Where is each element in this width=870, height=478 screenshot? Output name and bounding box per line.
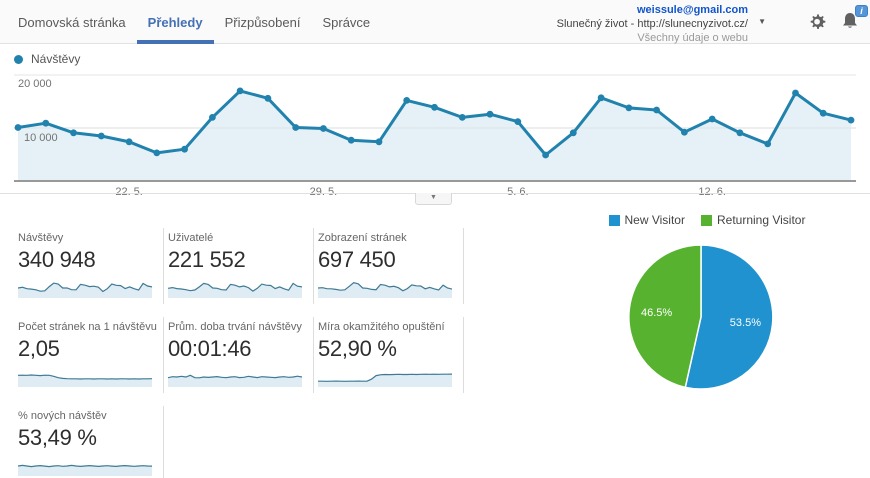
new-visitor-swatch-icon [608,214,620,226]
metric-card-users[interactable]: Uživatelé 221 552 [164,228,314,304]
metric-card-avg-duration[interactable]: Prům. doba trvání návštěvy 00:01:46 [164,317,314,393]
svg-text:12. 6.: 12. 6. [698,186,726,196]
notifications-bell-icon[interactable] [840,11,860,32]
collapse-chart-handle[interactable]: ▼ [415,193,452,205]
metric-card-bounce-rate[interactable]: Míra okamžitého opuštění 52,90 % [314,317,464,393]
svg-text:53.5%: 53.5% [730,317,761,329]
sparkline-chart [318,282,452,298]
metric-card-visits[interactable]: Návštěvy 340 948 [14,228,164,304]
account-info-block: weissule@gmail.com Slunečný život - http… [557,4,748,44]
svg-text:46.5%: 46.5% [641,307,672,319]
nav-item-customization[interactable]: Přizpůsobení [224,15,301,30]
account-view-label: Všechny údaje o webu [637,32,748,44]
sparkline-chart [18,464,152,476]
pie-legend-label: Returning Visitor [716,213,806,227]
metric-value: 697 450 [318,247,396,272]
metric-value: 2,05 [18,336,60,361]
metric-label: Míra okamžitého opuštění [318,321,445,333]
pie-legend-label: New Visitor [624,213,685,227]
visitor-type-pie-chart: 53.5% 46.5% [628,244,774,390]
settings-gear-icon[interactable] [807,12,826,31]
metric-label: Zobrazení stránek [318,232,407,244]
main-nav: Domovská stránka Přehledy Přizpůsobení S… [7,0,381,44]
metric-label: % nových návštěv [18,410,107,422]
series-dot-icon [14,54,23,64]
metric-label: Návštěvy [18,232,64,244]
metric-value: 00:01:46 [168,336,252,361]
notification-badge[interactable]: i [855,5,868,17]
sparkline-chart [168,282,302,298]
metric-card-new-visits[interactable]: % nových návštěv 53,49 % [14,406,164,478]
visitor-type-panel: New Visitor Returning Visitor 53.5% 46.5% [592,208,822,401]
metric-card-pageviews[interactable]: Zobrazení stránek 697 450 [314,228,464,304]
svg-text:20 000: 20 000 [18,78,52,90]
svg-text:5. 6.: 5. 6. [507,186,528,196]
nav-item-reporting[interactable]: Přehledy [136,0,214,44]
top-navigation-bar: Domovská stránka Přehledy Přizpůsobení S… [0,0,870,44]
sparkline-chart [18,282,152,298]
metric-value: 221 552 [168,247,246,272]
metric-label: Uživatelé [168,232,214,244]
metric-cards-grid: Návštěvy 340 948 Uživatelé 221 552 Zobra… [14,228,484,478]
pie-legend: New Visitor Returning Visitor [592,213,822,227]
metric-value: 53,49 % [18,425,97,450]
metric-label: Prům. doba trvání návštěvy [168,321,302,333]
timeseries-legend: Návštěvy [14,52,80,66]
svg-text:10 000: 10 000 [24,132,58,144]
returning-visitor-swatch-icon [700,214,712,226]
user-email-link[interactable]: weissule@gmail.com [637,4,748,16]
metric-value: 52,90 % [318,336,397,361]
metric-label: Počet stránek na 1 návštěvu [18,321,157,333]
nav-item-home[interactable]: Domovská stránka [18,15,126,30]
sparkline-chart [318,373,452,387]
sparkline-chart [18,374,152,387]
visits-line-chart: 20 000 10 000 22. 5. 29. 5. 5. 6. 12. 6. [14,74,856,196]
collapse-chart-icon: ▼ [430,194,437,201]
sparkline-chart [168,374,302,387]
account-property-selector[interactable]: Slunečný život - http://slunecnyzivot.cz… [556,18,748,30]
pie-legend-new-visitor: New Visitor [608,213,685,227]
metric-value: 340 948 [18,247,96,272]
svg-text:22. 5.: 22. 5. [115,186,143,196]
svg-text:29. 5.: 29. 5. [310,186,338,196]
pie-legend-returning-visitor: Returning Visitor [700,213,806,227]
account-dropdown-arrow-icon[interactable]: ▼ [758,17,766,26]
nav-item-admin[interactable]: Správce [322,15,371,30]
series-label: Návštěvy [31,52,81,66]
metric-card-pages-per-visit[interactable]: Počet stránek na 1 návštěvu 2,05 [14,317,164,393]
